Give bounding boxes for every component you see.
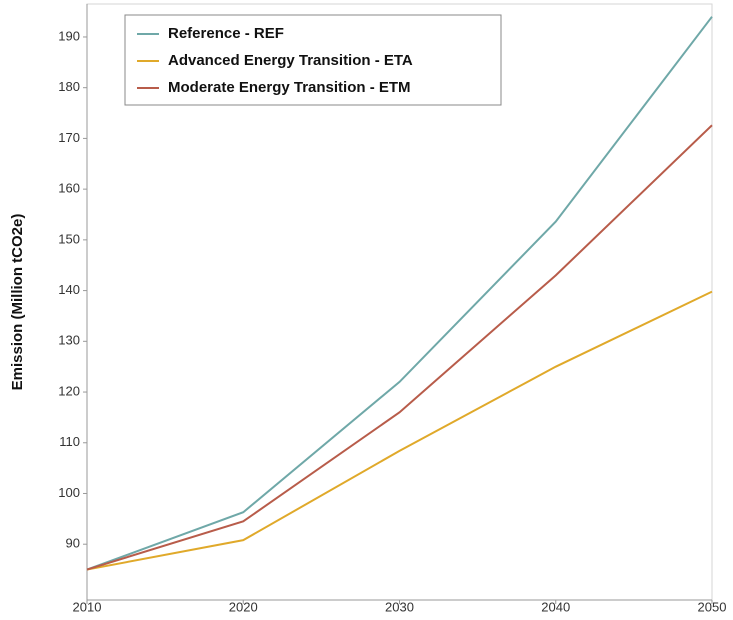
x-tick-label: 2050 <box>698 599 727 614</box>
y-tick-label: 100 <box>58 485 80 500</box>
legend-label: Reference - REF <box>168 25 284 42</box>
series-line <box>86 16 713 571</box>
x-tick-label: 2040 <box>541 599 570 614</box>
y-tick-label: 170 <box>58 130 80 145</box>
y-axis-title: Emission (Million tCO2e) <box>9 214 26 391</box>
y-tick-label: 150 <box>58 231 80 246</box>
series-line <box>86 124 713 571</box>
y-tick-label: 140 <box>58 282 80 297</box>
x-tick-label: 2030 <box>385 599 414 614</box>
y-tick-label: 160 <box>58 181 80 196</box>
y-tick-label: 180 <box>58 79 80 94</box>
legend-label: Moderate Energy Transition - ETM <box>168 79 411 96</box>
y-tick-label: 130 <box>58 333 80 348</box>
y-tick-label: 190 <box>58 28 80 43</box>
y-tick-label: 90 <box>66 536 80 551</box>
y-tick-label: 110 <box>59 434 80 449</box>
series-line <box>86 290 713 571</box>
y-tick-label: 120 <box>58 383 80 398</box>
legend-label: Advanced Energy Transition - ETA <box>168 52 413 69</box>
x-tick-label: 2020 <box>229 599 258 614</box>
x-tick-label: 2010 <box>73 599 102 614</box>
legend-box <box>124 14 502 106</box>
